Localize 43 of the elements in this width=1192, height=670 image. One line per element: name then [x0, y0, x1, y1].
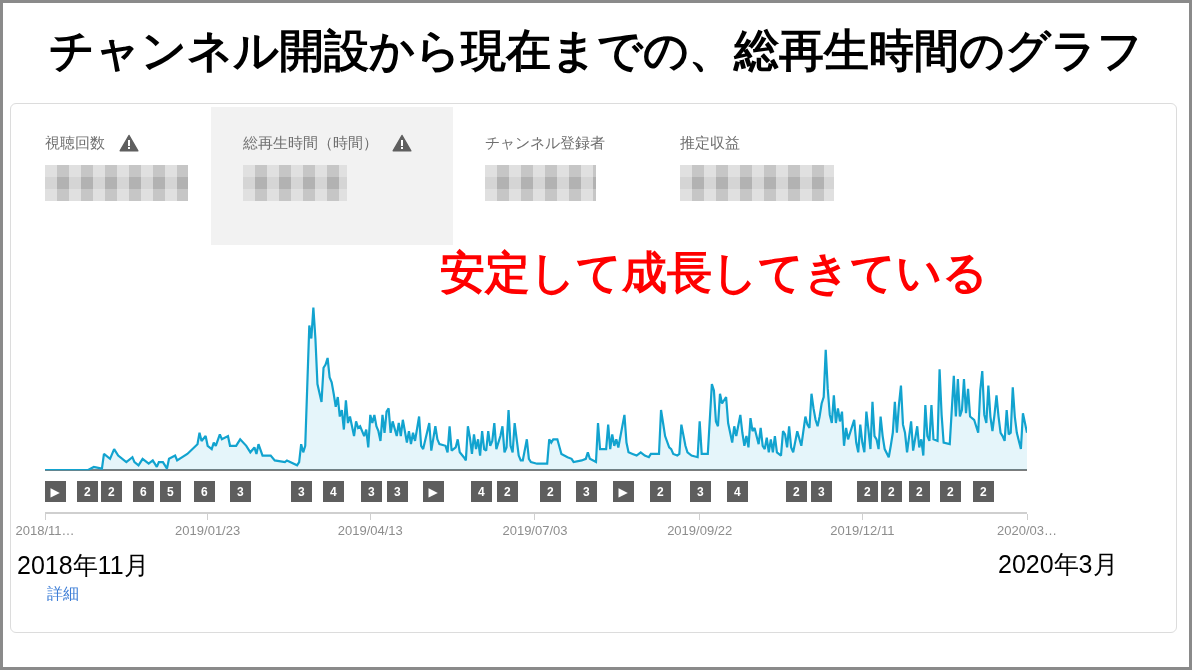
- text: 5: [167, 484, 174, 499]
- text: 3: [818, 484, 825, 499]
- x-tick-label: 2019/09/22: [667, 523, 733, 539]
- text: 安定して成長してきている: [440, 247, 988, 298]
- text: 3: [368, 484, 375, 499]
- text: 2: [888, 484, 895, 499]
- x-tick-label: 2019/01/23: [175, 523, 241, 539]
- text: 詳細: [47, 585, 79, 602]
- text: 総再生時間（時間）: [243, 133, 378, 153]
- text: 2: [547, 484, 554, 499]
- text: 2: [916, 484, 923, 499]
- text: 3: [298, 484, 305, 499]
- text: 2: [657, 484, 664, 499]
- text: 推定収益: [680, 133, 740, 153]
- text: ▶: [618, 484, 629, 499]
- text: ▶: [428, 484, 439, 499]
- text: 2: [947, 484, 954, 499]
- text: 2: [504, 484, 511, 499]
- x-tick-label: 2018/11…: [15, 523, 75, 539]
- text: 2: [864, 484, 871, 499]
- text: 視聴回数: [45, 133, 105, 153]
- text: 2020年3月: [998, 550, 1118, 578]
- text: 4: [330, 484, 337, 499]
- text: 2018年11月: [17, 551, 149, 579]
- text: 3: [237, 484, 244, 499]
- text: 4: [734, 484, 741, 499]
- text: 2: [108, 484, 115, 499]
- x-tick-label: 2019/12/11: [830, 523, 895, 539]
- text: ▶: [50, 484, 61, 499]
- text: 6: [201, 484, 208, 499]
- text: 3: [583, 484, 590, 499]
- text: 2: [980, 484, 987, 499]
- text: 3: [697, 484, 704, 499]
- text: 4: [478, 484, 485, 499]
- text: 2: [84, 484, 91, 499]
- text: 6: [140, 484, 147, 499]
- text: チャンネル登録者: [485, 133, 605, 153]
- x-tick-label: 2020/03…: [997, 523, 1057, 539]
- x-tick-label: 2019/04/13: [337, 523, 403, 539]
- text: 3: [394, 484, 401, 499]
- chart-title: チャンネル開設から現在までの、総再生時間のグラフ: [49, 24, 1143, 76]
- x-tick-label: 2019/07/03: [502, 523, 568, 539]
- text: 2: [793, 484, 800, 499]
